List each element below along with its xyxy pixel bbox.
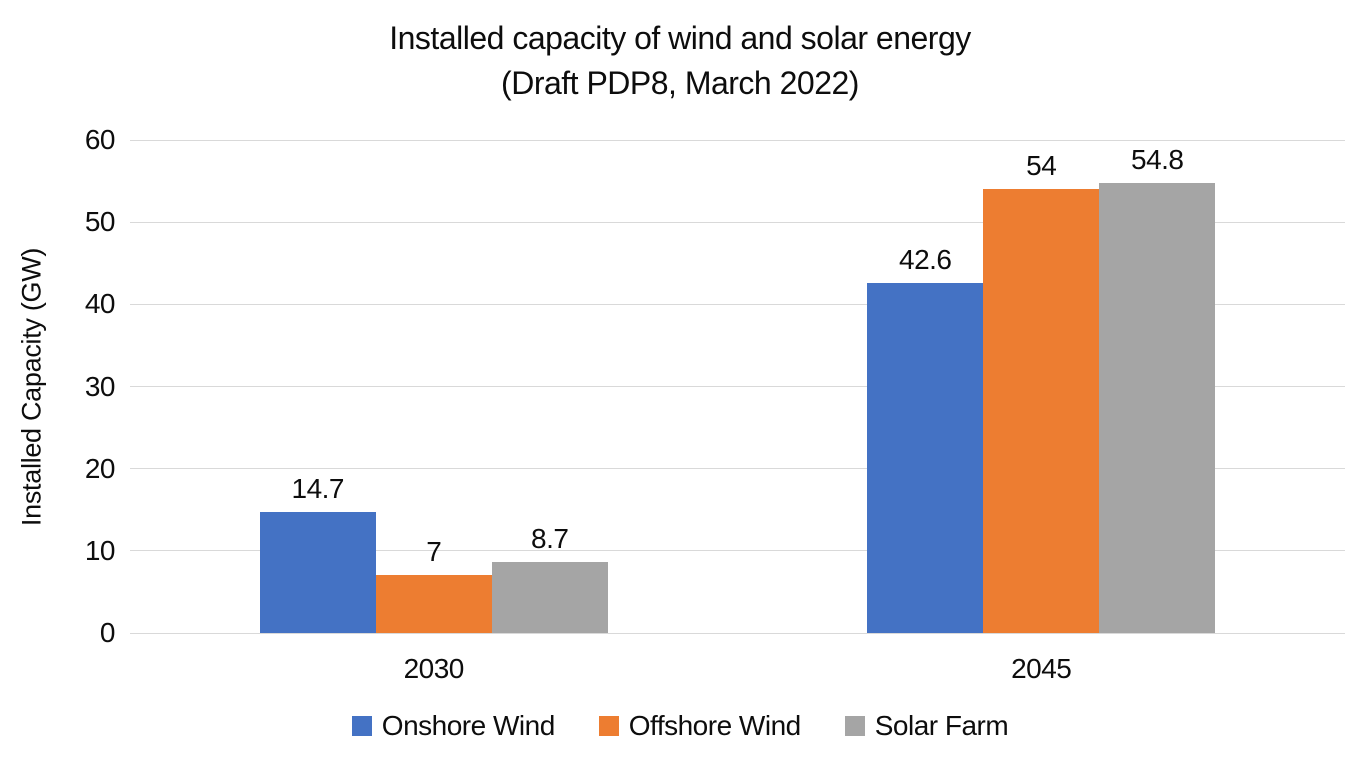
legend-swatch-solar-farm [844, 716, 865, 736]
y-tick-label: 60 [84, 124, 116, 155]
legend: Onshore Wind Offshore Wind Solar Farm [0, 710, 1360, 742]
bar-value-label: 42.6 [899, 243, 952, 275]
plot-area: 0 10 20 30 40 50 60 14.7 7 8.7 2030 42.6 54 54.8 2045 [85, 125, 1345, 684]
y-tick-label: 20 [84, 452, 116, 484]
gridline [130, 221, 1345, 223]
gridline [130, 632, 1345, 634]
gridline [130, 550, 1345, 552]
bar-onshore-wind-2030 [259, 512, 376, 633]
bar-offshore-wind-2045 [983, 189, 1100, 633]
legend-label: Onshore Wind [381, 710, 555, 741]
legend-swatch-offshore-wind [598, 716, 619, 736]
bar-value-label: 54 [1026, 150, 1057, 182]
bar-value-label: 14.7 [291, 473, 345, 505]
gridline [130, 139, 1345, 141]
bar-solar-farm-2030 [491, 561, 608, 633]
bar-offshore-wind-2030 [375, 575, 492, 633]
y-tick-label: 40 [84, 288, 116, 320]
y-tick-label: 50 [84, 206, 116, 238]
bar-value-label: 7 [426, 536, 442, 568]
gridline [130, 303, 1345, 305]
y-tick-label: 0 [99, 617, 116, 648]
legend-swatch-onshore-wind [351, 716, 372, 736]
x-category-label-2045: 2045 [1011, 653, 1072, 684]
chart-title-line1: Installed capacity of wind and solar ene… [389, 20, 971, 56]
legend-label: Offshore Wind [628, 710, 801, 741]
bar-value-label: 54.8 [1131, 143, 1184, 175]
chart-title-line2: (Draft PDP8, March 2022) [501, 65, 859, 101]
bar-solar-farm-2045 [1099, 182, 1216, 633]
legend-item-onshore-wind: Onshore Wind [351, 710, 555, 742]
x-category-label-2030: 2030 [403, 653, 465, 684]
y-tick-label: 10 [84, 534, 116, 566]
legend-item-solar-farm: Solar Farm [844, 710, 1009, 742]
y-tick-label: 30 [84, 370, 116, 402]
bar-value-label: 8.7 [531, 522, 569, 554]
chart-title: Installed capacity of wind and solar ene… [0, 16, 1360, 106]
gridline [130, 468, 1345, 470]
gridline [130, 386, 1345, 387]
legend-item-offshore-wind: Offshore Wind [598, 710, 801, 742]
bar-onshore-wind-2045 [867, 282, 984, 633]
legend-label: Solar Farm [874, 710, 1009, 741]
